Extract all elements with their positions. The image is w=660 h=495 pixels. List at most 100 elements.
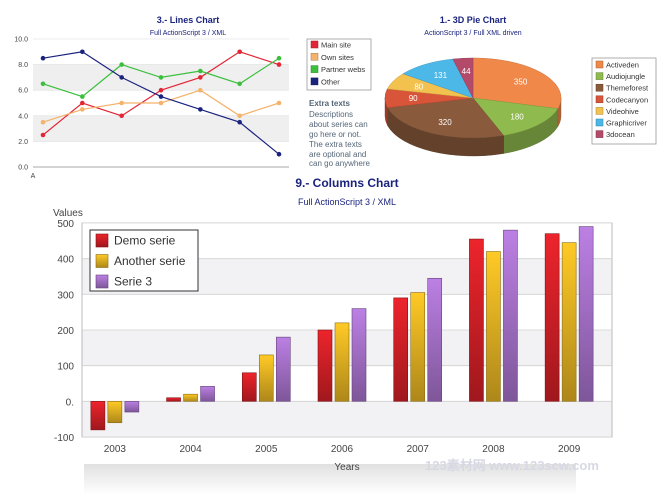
column-bar [486,251,501,402]
columns-chart-subtitle: Full ActionScript 3 / XML [298,197,396,207]
lines-legend-label: Other [321,77,340,86]
pie-legend-label: Videohive [606,107,639,116]
pie-value-label: 180 [510,112,524,121]
pie-legend-swatch [595,83,604,92]
pie-value-label: 44 [462,67,471,76]
lines-legend-swatch [310,40,319,49]
lines-grid-band [33,141,289,167]
columns-y-tick-label: 400 [57,255,74,266]
lines-data-point [119,113,124,119]
extra-text-line-4: The extra texts [309,140,362,149]
pie-value-label: 350 [514,78,528,87]
column-bar [90,401,106,431]
lines-data-point [237,119,242,125]
pie-slice [387,97,505,139]
lines-data-point [80,100,85,106]
lines-y-tick-label: 6.0 [18,88,28,95]
lines-data-point [40,132,46,138]
extra-text-line-6: can go anywhere [309,159,370,168]
lines-data-point [276,100,282,106]
column-bar [200,386,215,402]
columns-legend-swatch [95,233,109,248]
columns-bars [90,226,594,431]
lines-data-point [198,107,203,112]
extra-text-line-3: go here or not. [309,130,361,139]
pie-chart-subtitle: ActionScript 3 / Full XML driven [424,30,521,37]
lines-data-point [198,68,203,74]
columns-chart: 9.- Columns Chart Full ActionScript 3 / … [53,176,613,495]
columns-x-tick-label: 2007 [407,444,430,455]
pie-value-label: 131 [434,71,448,80]
column-bar [107,401,123,424]
pie-chart-title: 1.- 3D Pie Chart [440,15,507,25]
pie-legend-swatch [595,72,604,80]
pie-legend-box [591,57,657,145]
columns-legend-label: Demo serie [114,234,176,248]
lines-legend-swatch [310,77,319,86]
column-bar [410,292,426,402]
columns-y-axis-label: Values [53,208,83,219]
pie-legend: Activeden Audiojungle Themeforest Codecanyo… [595,60,649,139]
pie-value-labels: 350 180 320 90 80 131 44 [409,67,528,127]
pie-legend-label: Themeforest [606,84,649,93]
lines-data-point [119,75,124,80]
column-bar [469,238,484,402]
columns-x-tick-label: 2004 [179,444,202,455]
extra-text-line-2: about series can [309,120,368,129]
watermark: 123素材网 www.123scw.com [425,458,599,473]
lines-data-point [198,87,203,93]
lines-y-tick-label: 0.0 [18,165,28,172]
pie-value-label: 90 [409,94,418,103]
column-bar [427,277,443,402]
lines-data-point [158,94,164,99]
columns-x-tick-label: 2009 [558,444,581,455]
lines-data-point [40,119,46,125]
pie-chart: 1.- 3D Pie Chart ActionScript 3 / Full X… [384,15,657,157]
lines-data-point [40,81,46,87]
pie-legend-swatch [595,60,604,69]
extra-text-line-5: are optional and [309,150,366,159]
lines-data-point [80,94,85,99]
pie-legend-swatch [595,118,604,127]
lines-y-tick-label: 4.0 [18,113,28,120]
lines-data-point [276,62,282,67]
columns-y-tick-label: -100 [54,433,74,444]
column-bar [275,336,291,402]
columns-grid-band [82,401,612,437]
column-bar [334,322,350,402]
extra-text-line-1: Descriptions [309,110,353,119]
lines-y-tick-label: 2.0 [18,139,28,146]
pie-slice [452,57,474,99]
lines-data-point [237,49,242,55]
lines-data-point [237,81,242,87]
column-bar [561,242,577,402]
column-bar [544,233,560,402]
lines-chart-subtitle: Full ActionScript 3 / XML [150,30,226,37]
columns-x-tick-label: 2005 [255,444,278,455]
lines-legend-swatch [310,65,319,73]
columns-x-tick-label: 2008 [482,444,505,455]
columns-floor-shadow [84,464,576,495]
lines-data-point [237,113,242,119]
lines-y-tick-label: 8.0 [18,62,28,69]
columns-legend: Demo serie Another serie Serie 3 [95,233,186,289]
pie-slice [472,97,559,136]
lines-data-point [158,75,164,80]
column-bar [317,329,333,402]
pie-legend-label: Graphicriver [606,119,647,128]
lines-grid-band [33,115,289,142]
lines-x-first-label: A [31,173,36,180]
column-bar [578,226,594,402]
columns-x-tick-label: 2003 [104,444,127,455]
lines-data-point [276,151,282,157]
column-bar [166,397,181,402]
columns-x-axis: 2003 2004 2005 2006 2007 2008 2009 [104,444,581,455]
pie-legend-label: Activeden [606,61,639,70]
columns-x-tick-label: 2006 [331,444,354,455]
columns-legend-label: Another serie [114,254,186,268]
column-bar [183,393,198,402]
lines-data-point [80,49,85,55]
lines-data-point [119,100,124,106]
pie-legend-swatch [595,107,604,115]
lines-chart-title: 3.- Lines Chart [157,15,220,25]
